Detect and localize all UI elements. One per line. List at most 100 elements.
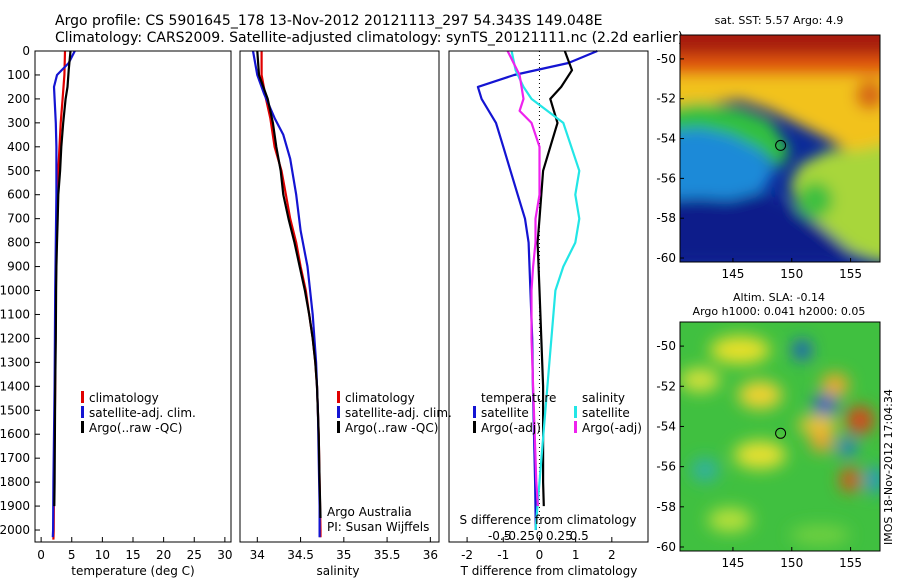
- x-tick-label: 15: [125, 548, 140, 562]
- legend-label-satellite: satellite-adj. clim.: [89, 406, 196, 420]
- depth-tick-label: 600: [7, 188, 30, 202]
- salinity-difference-tick-label: 0: [536, 529, 544, 543]
- legend-label-climatology: climatology: [345, 391, 415, 405]
- legend-label-climatology: climatology: [89, 391, 159, 405]
- sla-anomaly-green: [790, 525, 850, 545]
- depth-tick-label: 400: [7, 140, 30, 154]
- depth-tick-label: 1400: [0, 379, 30, 393]
- depth-tick-label: 1100: [0, 307, 30, 321]
- sla-anomaly-blue: [793, 340, 811, 360]
- longitude-tick-label: 150: [780, 267, 803, 281]
- depth-tick-label: 2000: [0, 523, 30, 537]
- salinity-difference-tick-label: 0.5: [570, 529, 589, 543]
- sla-anomaly-yellow: [680, 368, 720, 392]
- profile-line-salinity-satellite: [510, 50, 581, 531]
- depth-tick-label: 200: [7, 92, 30, 106]
- latitude-tick-label: -54: [656, 419, 676, 433]
- sla-map: Altim. SLA: -0.14 Argo h1000: 0.041 h200…: [656, 291, 881, 570]
- depth-tick-label: 1700: [0, 451, 30, 465]
- profile-line-argo-raw-qc: [53, 50, 72, 507]
- salinity-panel: 34 34.5 35 35.5 36 salinity climatology sate…: [239, 50, 452, 578]
- sla-anomaly-yellow: [738, 381, 782, 409]
- salinity-difference-tick-label: 0.25: [546, 529, 573, 543]
- sla-latitude-ticks: -50 -52 -54 -56 -58 -60: [656, 339, 684, 554]
- depth-axis-ticks: 0 100 200 300 400 500 600 700 800 900 1000 1100 1200…: [0, 44, 40, 537]
- depth-tick-label: 1500: [0, 403, 30, 417]
- legend-swatch-argo: [337, 421, 340, 433]
- difference-panel: -2 -1 0 1 2 -0.5-0.25 0 0.250.5 T difference f…: [448, 49, 649, 578]
- sla-map-subtitle: Argo h1000: 0.041 h2000: 0.05: [693, 305, 866, 318]
- sla-map-frame: [679, 321, 881, 552]
- temperature-axis-ticks: 0 5 10 15 20 25 30: [37, 537, 233, 562]
- longitude-tick-label: 155: [839, 556, 862, 570]
- legend-label-salinity-argo: Argo(-adj): [582, 421, 642, 435]
- sst-map-title: sat. SST: 5.57 Argo: 4.9: [715, 14, 844, 27]
- imos-timestamp: IMOS 18-Nov-2012 17:04:34: [882, 389, 895, 545]
- sst-latitude-ticks: -50 -52 -54 -56 -58 -60: [656, 52, 684, 265]
- x-tick-label: 36: [423, 548, 438, 562]
- longitude-tick-label: 145: [721, 267, 744, 281]
- depth-tick-label: 300: [7, 116, 30, 130]
- depth-tick-label: 100: [7, 68, 30, 82]
- salinity-xlabel: salinity: [316, 564, 359, 578]
- legend-swatch-salinity-satellite: [574, 406, 577, 418]
- temperature-legend: climatology satellite-adj. clim. Argo(..…: [81, 391, 196, 435]
- x-tick-label: 10: [95, 548, 110, 562]
- sla-anomaly-red: [846, 406, 874, 434]
- salinity-difference-tick-label: -0.25: [504, 529, 535, 543]
- legend-swatch-satellite: [337, 406, 340, 418]
- x-tick-label: -1: [497, 548, 509, 562]
- sst-map: sat. SST: 5.57 Argo: 4.9 145 150 155 -50-5…: [656, 14, 881, 281]
- latitude-tick-label: -60: [656, 251, 676, 265]
- sla-anomaly-orange: [810, 432, 834, 452]
- profile-line-temperature-satellite: [476, 49, 598, 531]
- x-tick-label: -2: [461, 548, 473, 562]
- x-tick-label: 34.5: [287, 548, 314, 562]
- sla-anomaly-blue: [813, 395, 837, 415]
- latitude-tick-label: -58: [656, 500, 676, 514]
- difference-plot-frame: [448, 50, 649, 543]
- depth-tick-label: 1300: [0, 355, 30, 369]
- latitude-tick-label: -56: [656, 171, 676, 185]
- sla-anomaly-yellow: [734, 441, 786, 469]
- salinity-difference-xlabel: S difference from climatology: [460, 513, 637, 527]
- x-tick-label: 25: [187, 548, 202, 562]
- depth-tick-label: 1200: [0, 331, 30, 345]
- legend-label-temperature-argo: Argo(-adj): [481, 421, 541, 435]
- temperature-panel: 0100200300400500600700800900100011001200…: [0, 44, 233, 578]
- sla-anomaly-cyan: [691, 458, 719, 482]
- depth-tick-label: 500: [7, 164, 30, 178]
- legend-header-temperature: temperature: [481, 391, 556, 405]
- profile-line-satellite-adj-clim: [251, 50, 321, 538]
- pi-label: PI: Susan Wijffels: [327, 520, 429, 534]
- temperature-plot-frame: [34, 50, 232, 543]
- x-tick-label: 2: [608, 548, 616, 562]
- latitude-tick-label: -60: [656, 540, 676, 554]
- sla-anomaly-orange: [798, 415, 838, 435]
- legend-swatch-salinity-argo: [574, 421, 577, 433]
- depth-tick-label: 900: [7, 260, 30, 274]
- sla-anomaly-orange: [821, 373, 849, 397]
- depth-tick-label: 0: [22, 44, 30, 58]
- legend-swatch-climatology: [81, 391, 84, 403]
- legend-label-argo: Argo(..raw -QC): [345, 421, 438, 435]
- x-tick-label: 20: [156, 548, 171, 562]
- latitude-tick-label: -58: [656, 211, 676, 225]
- sla-anomaly-yellow: [708, 508, 752, 532]
- temperature-difference-xlabel: T difference from climatology: [460, 564, 638, 578]
- latitude-tick-label: -52: [656, 92, 676, 106]
- title-line-2: Climatology: CARS2009. Satellite-adjuste…: [55, 30, 683, 46]
- latitude-tick-label: -50: [656, 339, 676, 353]
- sst-map-frame: [679, 34, 881, 263]
- legend-swatch-climatology: [337, 391, 340, 403]
- x-tick-label: 0: [37, 548, 45, 562]
- x-tick-label: 0: [536, 548, 544, 562]
- salinity-axis-ticks: 34 34.5 35 35.5 36: [250, 537, 438, 562]
- sla-field: [680, 336, 880, 545]
- sst-band-cyan: [680, 128, 775, 205]
- latitude-tick-label: -54: [656, 132, 676, 146]
- x-tick-label: 1: [572, 548, 580, 562]
- sst-band-green-east: [790, 145, 880, 262]
- depth-tick-label: 1600: [0, 427, 30, 441]
